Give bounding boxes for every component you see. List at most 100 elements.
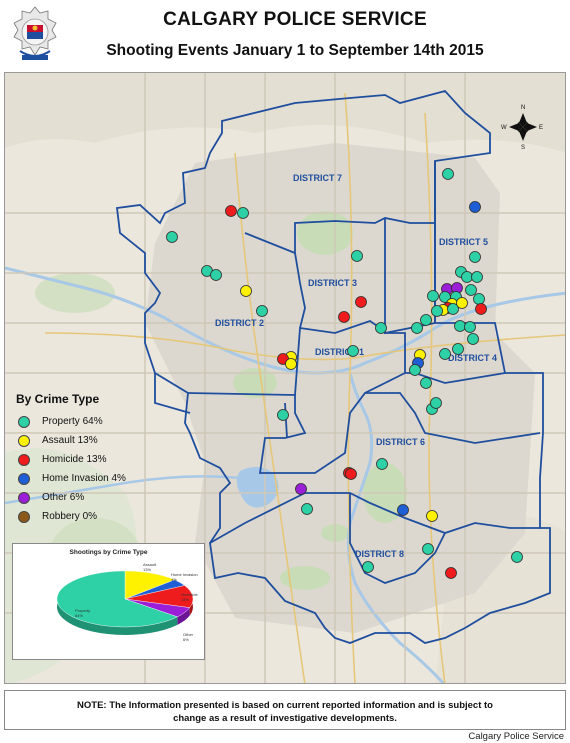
district-label: DISTRICT 6 [376, 437, 425, 447]
event-markers [166, 168, 523, 579]
property-event-marker [471, 271, 483, 283]
credit-text: Calgary Police Service [468, 731, 564, 742]
pie-chart [56, 570, 194, 635]
crime-type-legend: By Crime Type Property 64% Assault 13% H… [16, 392, 176, 526]
home-invasion-event-marker [469, 201, 481, 213]
city-map: DISTRICT 7 DISTRICT 5 DISTRICT 3 DISTRIC… [4, 72, 566, 684]
legend-item-property: Property 64% [16, 412, 176, 431]
property-marker-icon [18, 415, 30, 428]
disclaimer-note: NOTE: The Information presented is based… [4, 690, 566, 730]
page-subtitle: Shooting Events January 1 to September 1… [106, 42, 484, 59]
property-event-marker [511, 551, 523, 563]
legend-label: Property 64% [42, 416, 103, 427]
homicide-event-marker [475, 303, 487, 315]
legend-label: Homicide 13% [42, 454, 107, 465]
legend-item-other: Other 6% [16, 488, 176, 507]
property-event-marker [237, 207, 249, 219]
homicide-marker-icon [18, 453, 30, 466]
legend-label: Home Invasion 4% [42, 473, 126, 484]
road-network [5, 73, 565, 683]
park [280, 566, 330, 590]
property-event-marker [166, 231, 178, 243]
header: CALGARY POLICE SERVICE Shooting Events J… [0, 0, 570, 72]
pie-label-name: Homicide [181, 592, 198, 597]
district-label: DISTRICT 7 [293, 173, 342, 183]
property-event-marker [376, 458, 388, 470]
urban-area [145, 143, 535, 633]
assault-marker-icon [18, 434, 30, 447]
other-event-marker [295, 483, 307, 495]
page-title: CALGARY POLICE SERVICE [163, 9, 427, 30]
property-event-marker [210, 269, 222, 281]
pie-label-pct: 4% [171, 577, 177, 582]
compass-east: E [539, 125, 543, 131]
property-event-marker [420, 314, 432, 326]
property-event-marker [431, 305, 443, 317]
assault-event-marker [240, 285, 252, 297]
bow-river [5, 266, 565, 375]
legend-label: Assault 13% [42, 435, 98, 446]
legend-label: Other 6% [42, 492, 85, 503]
property-event-marker [464, 321, 476, 333]
pie-title: Shootings by Crime Type [69, 549, 148, 556]
pie-label-pct: 64% [75, 613, 84, 618]
pie-slices [56, 570, 194, 635]
compass-north: N [521, 105, 525, 111]
legend-item-homicide: Homicide 13% [16, 450, 176, 469]
note-line-1: NOTE: The Information presented is based… [77, 700, 493, 711]
pie-label-assault: Assault 13% [143, 562, 156, 572]
assault-event-marker [426, 510, 438, 522]
property-event-marker [427, 290, 439, 302]
pie-label-homicide: Homicide 13% [181, 592, 198, 602]
homicide-event-marker [338, 311, 350, 323]
map-canvas: DISTRICT 7 DISTRICT 5 DISTRICT 3 DISTRIC… [5, 73, 565, 683]
park [35, 273, 115, 313]
property-event-marker [452, 343, 464, 355]
property-event-marker [422, 543, 434, 555]
pie-slice-property [56, 570, 178, 628]
property-event-marker [465, 284, 477, 296]
home-invasion-event-marker [397, 504, 409, 516]
district-label: DISTRICT 1 [315, 347, 364, 357]
note-line-2: change as a result of investigative deve… [173, 713, 397, 724]
pie-label-home-invasion: Home Invasion 4% [171, 572, 198, 582]
pie-label-pct: 13% [181, 597, 190, 602]
reservoir [236, 466, 279, 508]
compass-west: W [501, 125, 507, 131]
district-boundaries [116, 89, 551, 644]
property-event-marker [442, 168, 454, 180]
property-event-marker [362, 561, 374, 573]
legend-item-assault: Assault 13% [16, 431, 176, 450]
compass-south: S [521, 145, 525, 151]
district-label: DISTRICT 8 [355, 549, 404, 559]
property-event-marker [430, 397, 442, 409]
pie-chart-inset: Shootings by Crime Type Assault 13% Home … [12, 543, 205, 660]
police-crest-icon [13, 6, 57, 60]
district-label: DISTRICT 5 [439, 237, 488, 247]
property-event-marker [351, 250, 363, 262]
assault-event-marker [285, 358, 297, 370]
property-event-marker [256, 305, 268, 317]
pie-slice-side [56, 571, 178, 635]
property-event-marker [375, 322, 387, 334]
property-event-marker [473, 293, 485, 305]
pie-label-other: Other 6% [183, 632, 193, 642]
district-label: DISTRICT 4 [448, 353, 497, 363]
robbery-marker-icon [18, 510, 30, 523]
pie-label-name: Property [75, 608, 91, 613]
pie-label-name: Assault [143, 562, 157, 567]
property-event-marker [301, 503, 313, 515]
property-event-marker [469, 251, 481, 263]
park [233, 368, 277, 398]
legend-item-home-invasion: Home Invasion 4% [16, 469, 176, 488]
property-event-marker [467, 333, 479, 345]
legend-title: By Crime Type [16, 392, 100, 406]
property-event-marker [420, 377, 432, 389]
pie-slice-homicide [124, 585, 194, 608]
other-marker-icon [18, 491, 30, 504]
pie-label-pct: 6% [183, 637, 189, 642]
assault-event-marker [456, 297, 468, 309]
legend-item-robbery: Robbery 0% [16, 507, 176, 526]
pie-label-name: Other [183, 632, 194, 637]
homicide-event-marker [355, 296, 367, 308]
